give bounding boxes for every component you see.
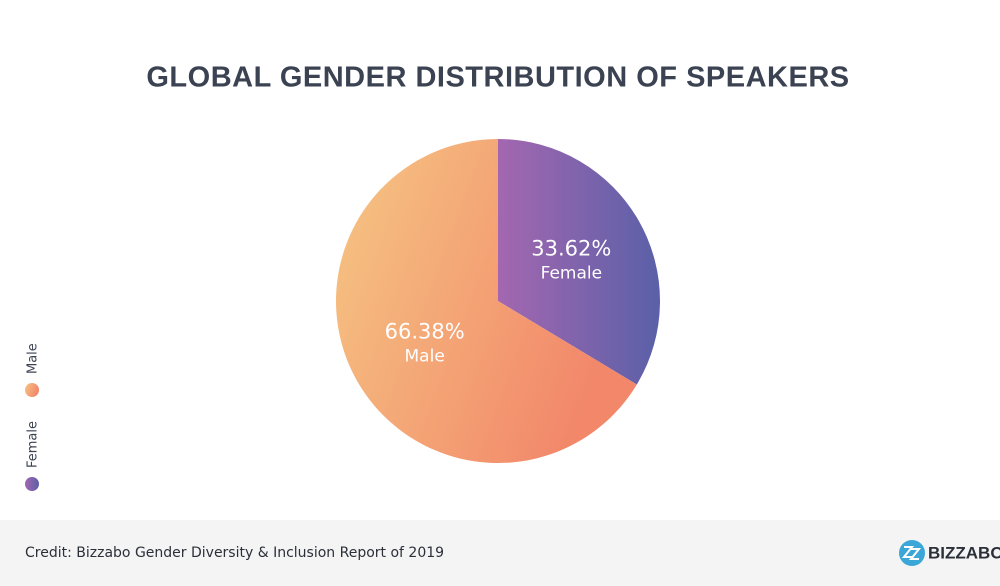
logo-glyph [901, 546, 922, 560]
credit: Credit: Bizzabo Gender Diversity & Inclu… [25, 545, 444, 561]
slice-category-label: Female [541, 264, 602, 284]
legend-label: Female [26, 421, 41, 468]
brand-name: BIZZABO [928, 543, 1000, 562]
logo-icon [899, 540, 925, 566]
chart-title: GLOBAL GENDER DISTRIBUTION OF SPEAKERS [146, 62, 849, 94]
brand-logo: BIZZABO [899, 540, 1000, 566]
legend-marker [25, 383, 39, 397]
slice-value-label: 33.62% [531, 237, 611, 261]
slice-value-label: 66.38% [385, 319, 465, 343]
legend-marker [25, 477, 39, 491]
legend-label: Male [26, 343, 41, 374]
slice-category-label: Male [405, 346, 445, 366]
pie-slice [498, 139, 660, 385]
pie-slice [336, 139, 637, 464]
footer-band [0, 520, 1000, 586]
